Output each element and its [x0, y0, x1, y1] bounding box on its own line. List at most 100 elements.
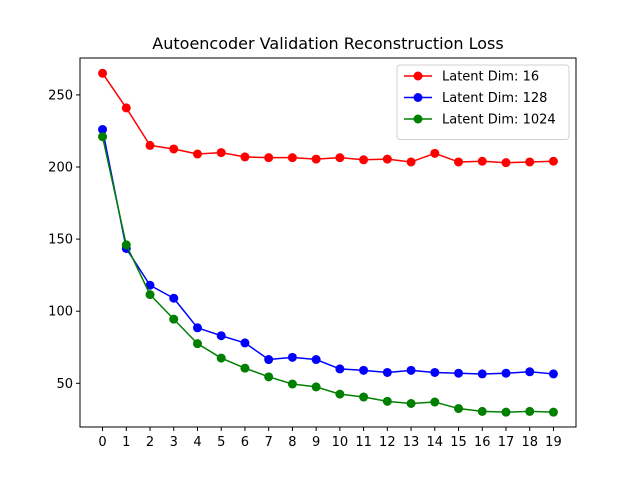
data-point [406, 365, 416, 375]
x-tick-label: 9 [312, 435, 320, 450]
data-point [525, 406, 535, 416]
x-tick-label: 10 [332, 435, 349, 450]
x-tick-label: 19 [545, 435, 562, 450]
x-tick-label: 3 [170, 435, 178, 450]
data-point [406, 157, 416, 167]
data-point [216, 353, 226, 363]
data-point [98, 132, 108, 142]
data-point [359, 392, 369, 402]
x-tick-label: 13 [403, 435, 420, 450]
data-point [382, 367, 392, 377]
legend-marker [413, 114, 423, 124]
series-3 [98, 132, 558, 417]
data-point [121, 240, 131, 250]
data-point [359, 155, 369, 165]
data-point [311, 355, 321, 365]
data-point [501, 158, 511, 168]
data-point [430, 148, 440, 158]
data-point [477, 156, 487, 166]
data-point [430, 397, 440, 407]
data-point [287, 352, 297, 362]
legend-marker [413, 93, 423, 102]
x-tick-label: 16 [474, 435, 491, 450]
legend-item: Latent Dim: 128 [404, 91, 547, 106]
data-point [382, 396, 392, 406]
legend-marker [413, 71, 423, 81]
data-point [382, 154, 392, 164]
y-tick-label: 150 [48, 233, 73, 248]
data-point [454, 404, 464, 414]
data-point [477, 369, 487, 379]
data-point [169, 314, 179, 324]
data-point [169, 293, 179, 303]
x-tick-label: 6 [241, 435, 249, 450]
y-tick-label: 50 [56, 377, 73, 392]
data-point [548, 156, 558, 166]
x-tick-label: 12 [379, 435, 396, 450]
data-point [192, 149, 202, 159]
x-tick-label: 4 [193, 435, 201, 450]
data-point [311, 154, 321, 164]
y-tick-label: 200 [48, 161, 73, 176]
legend-item: Latent Dim: 1024 [404, 113, 556, 128]
chart-title: Autoencoder Validation Reconstruction Lo… [152, 34, 503, 53]
data-point [287, 153, 297, 163]
data-point [145, 140, 155, 150]
data-point [525, 367, 535, 377]
x-tick-label: 18 [521, 435, 538, 450]
legend: Latent Dim: 16 Latent Dim: 128 Latent Dim:… [396, 64, 570, 140]
data-point [240, 338, 250, 348]
x-tick-label: 2 [146, 435, 154, 450]
x-tick-label: 8 [288, 435, 296, 450]
data-point [501, 407, 511, 417]
data-point [192, 323, 202, 333]
legend-label: Latent Dim: 1024 [442, 113, 556, 128]
data-point [335, 364, 345, 374]
data-point [454, 157, 464, 167]
data-point [264, 372, 274, 382]
x-axis: 0 1 2 3 4 5 6 7 8 9 10 11 12 13 14 15 16 17 18 19 [98, 427, 562, 450]
x-tick-label: 1 [122, 435, 130, 450]
data-point [406, 398, 416, 408]
x-tick-label: 17 [498, 435, 515, 450]
x-tick-label: 5 [217, 435, 225, 450]
legend-item: Latent Dim: 16 [404, 70, 539, 85]
data-point [335, 153, 345, 163]
data-point [145, 280, 155, 290]
data-point [311, 382, 321, 392]
series-2 [98, 125, 558, 379]
series-1 [98, 68, 558, 168]
legend-box [396, 64, 570, 140]
data-point [216, 148, 226, 158]
x-tick-label: 11 [355, 435, 372, 450]
data-point [335, 389, 345, 399]
legend-label: Latent Dim: 16 [442, 70, 539, 85]
data-point [287, 379, 297, 389]
data-point [454, 368, 464, 378]
data-point [240, 363, 250, 373]
data-point [477, 406, 487, 416]
x-tick-label: 0 [98, 435, 106, 450]
data-point [430, 367, 440, 377]
legend-label: Latent Dim: 128 [442, 91, 547, 106]
data-point [548, 407, 558, 417]
series-layer [98, 68, 558, 417]
data-point [264, 355, 274, 365]
x-tick-label: 15 [450, 435, 467, 450]
data-point [240, 152, 250, 162]
data-point [145, 290, 155, 300]
y-tick-label: 100 [48, 305, 73, 320]
data-point [192, 339, 202, 349]
data-point [525, 157, 535, 167]
y-tick-label: 250 [48, 88, 73, 103]
data-point [169, 144, 179, 154]
data-point [548, 369, 558, 379]
data-point [98, 125, 108, 135]
x-tick-label: 7 [265, 435, 273, 450]
x-tick-label: 14 [427, 435, 444, 450]
data-point [216, 331, 226, 341]
data-point [98, 68, 108, 78]
data-point [501, 368, 511, 378]
data-point [121, 103, 131, 113]
